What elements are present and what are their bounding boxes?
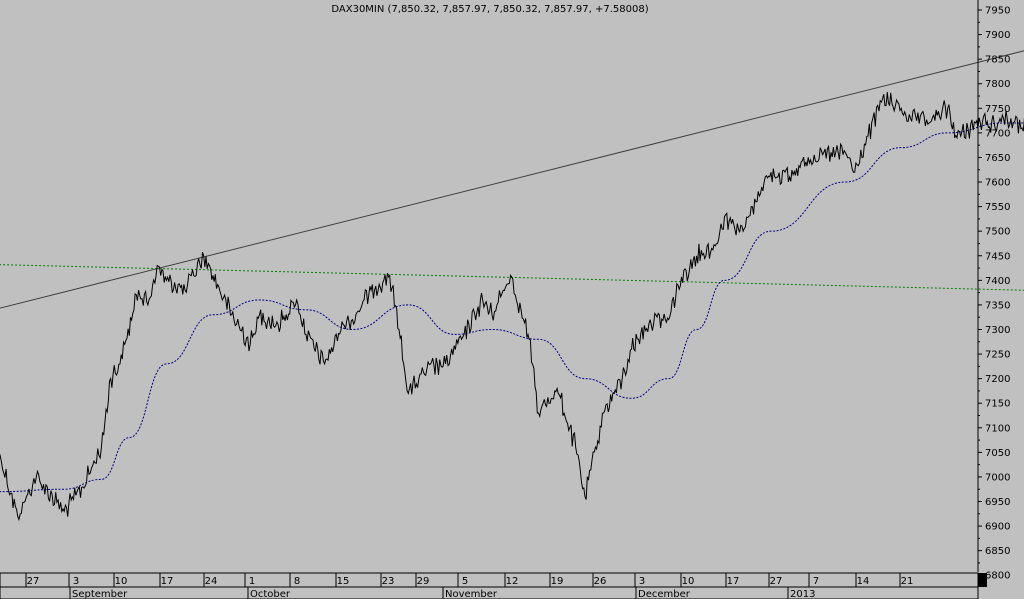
x-tick-label: 29 xyxy=(417,576,430,587)
y-tick-label: 6950 xyxy=(985,497,1010,508)
y-tick-label: 7300 xyxy=(985,325,1010,336)
y-tick-label: 7050 xyxy=(985,448,1010,459)
month-label: December xyxy=(638,589,691,599)
moving-average-layer xyxy=(0,122,1024,493)
price-layer xyxy=(0,92,1024,522)
x-tick-label: 26 xyxy=(594,576,607,587)
y-tick-label: 7150 xyxy=(985,399,1010,410)
x-tick-label: 17 xyxy=(727,576,740,587)
x-tick-label: 1 xyxy=(249,576,255,587)
y-tick-label: 7000 xyxy=(985,472,1010,483)
y-axis: 6800 6850 6900 6950 7000 7050 7100 7150 7200 7250… xyxy=(978,6,1010,582)
y-tick-label: 7400 xyxy=(985,276,1010,287)
x-tick-label: 10 xyxy=(682,576,695,587)
month-label: October xyxy=(250,589,291,599)
x-axis-dates: 27 3 10 17 24 1 8 15 23 29 5 12 19 26 3 10 17 27 7 14 21 xyxy=(25,573,914,587)
y-tick-label: 6850 xyxy=(985,546,1010,557)
y-tick-label: 7100 xyxy=(985,423,1010,434)
x-tick-label: 3 xyxy=(73,576,79,587)
y-tick-label: 6900 xyxy=(985,522,1010,533)
y-tick-label: 7750 xyxy=(985,104,1010,115)
y-tick-label: 7900 xyxy=(985,30,1010,41)
x-tick-label: 21 xyxy=(901,576,914,587)
x-tick-label: 19 xyxy=(551,576,564,587)
y-tick-label: 7200 xyxy=(985,374,1010,385)
y-tick-label: 7550 xyxy=(985,202,1010,213)
month-label: November xyxy=(445,589,498,599)
y-tick-label: 7600 xyxy=(985,178,1010,189)
dotted-trendline xyxy=(0,264,1024,291)
x-tick-label: 27 xyxy=(27,576,40,587)
y-tick-label: 7450 xyxy=(985,251,1010,262)
y-tick-label: 7500 xyxy=(985,227,1010,238)
chart-title: DAX30MIN (7,850.32, 7,857.97, 7,850.32, … xyxy=(331,4,648,15)
x-tick-label: 24 xyxy=(205,576,218,587)
y-tick-label: 7850 xyxy=(985,55,1010,66)
x-tick-label: 10 xyxy=(115,576,128,587)
trend-lines xyxy=(0,50,1024,309)
x-tick-label: 15 xyxy=(337,576,350,587)
x-tick-label: 3 xyxy=(639,576,645,587)
y-tick-label: 7800 xyxy=(985,79,1010,90)
y-tick-label: 7950 xyxy=(985,6,1010,17)
x-tick-label: 23 xyxy=(382,576,395,587)
moving-average-line xyxy=(0,122,1024,493)
x-tick-label: 12 xyxy=(506,576,519,587)
month-label: 2013 xyxy=(790,589,815,599)
price-line xyxy=(0,92,1024,522)
x-tick-label: 27 xyxy=(770,576,783,587)
x-tick-label: 17 xyxy=(161,576,174,587)
month-label: September xyxy=(72,589,128,599)
y-tick-label: 6800 xyxy=(985,571,1010,582)
x-axis-months: September October November December 2013 xyxy=(69,587,815,599)
x-tick-label: 5 xyxy=(462,576,468,587)
y-tick-label: 7250 xyxy=(985,350,1010,361)
y-tick-label: 7350 xyxy=(985,300,1010,311)
x-tick-label: 8 xyxy=(294,576,300,587)
x-tick-label: 14 xyxy=(857,576,870,587)
y-tick-label: 7700 xyxy=(985,128,1010,139)
y-tick-label: 7650 xyxy=(985,153,1010,164)
x-tick-label: 7 xyxy=(813,576,819,587)
axis-corner-block xyxy=(978,573,987,587)
resistance-trendline xyxy=(0,50,1024,309)
